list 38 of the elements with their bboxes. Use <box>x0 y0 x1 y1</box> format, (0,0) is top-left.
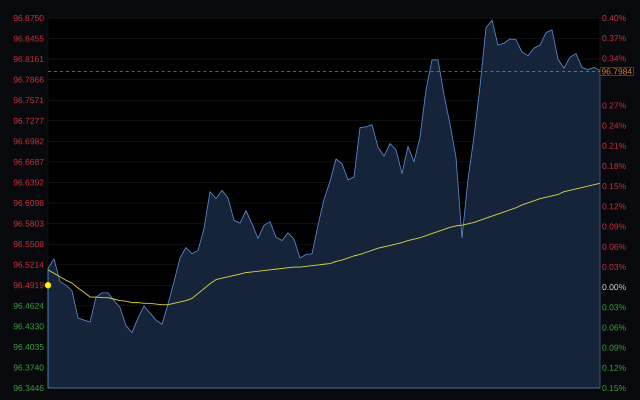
y-tick-label: 96.4919 <box>14 282 44 288</box>
y2-tick-label: 0.40% <box>602 14 626 21</box>
y-tick-label: 96.6687 <box>14 158 44 165</box>
y-tick-label: 96.6392 <box>14 179 44 186</box>
y-tick-label: 96.4035 <box>14 344 44 350</box>
y2-tick-label: 0.12% <box>602 203 626 210</box>
y-tick-label: 96.7277 <box>14 118 44 124</box>
y-tick-label: 96.7866 <box>14 76 44 83</box>
y-tick-label: 96.6982 <box>14 138 44 144</box>
y-tick-label: 96.6098 <box>14 200 44 206</box>
y-tick-label: 96.8161 <box>14 56 44 62</box>
y2-tick-label: 0.21% <box>602 142 626 149</box>
y2-tick-label: 0.15% <box>602 384 626 392</box>
y2-tick-label: 0.37% <box>602 35 626 42</box>
y2-tick-label: 0.03% <box>602 304 626 310</box>
y2-tick-label: 0.34% <box>602 55 626 62</box>
ref-line-label: 96.7984 <box>602 68 632 74</box>
y-tick-label: 96.8455 <box>14 36 44 42</box>
y-tick-label: 96.3446 <box>14 384 44 392</box>
y-tick-label: 96.8750 <box>14 14 44 21</box>
y-tick-label: 96.3740 <box>14 364 44 370</box>
y-tick-label: 96.5803 <box>14 220 44 227</box>
y2-tick-label: 0.15% <box>602 183 626 190</box>
y2-tick-label: 0.27% <box>602 102 626 108</box>
y2-tick-label: 0.03% <box>602 264 626 270</box>
y-tick-label: 96.7571 <box>14 97 44 104</box>
y2-tick-label: 0.24% <box>602 122 626 129</box>
y-tick-label: 96.5214 <box>14 262 44 268</box>
y2-tick-label: 0.09% <box>602 224 626 230</box>
y-tick-label: 96.4330 <box>14 323 44 330</box>
y2-tick-label: 0.06% <box>602 324 626 330</box>
y-tick-label: 96.4624 <box>14 302 44 309</box>
y-tick-label: 96.5508 <box>14 241 44 248</box>
y2-tick-label: 0.06% <box>602 244 626 250</box>
y2-tick-label: 0.12% <box>602 364 626 371</box>
y2-tick-label: 0.09% <box>602 344 626 351</box>
y2-tick-label: 0.00% <box>602 284 626 290</box>
y2-tick-label: 0.18% <box>602 162 626 169</box>
